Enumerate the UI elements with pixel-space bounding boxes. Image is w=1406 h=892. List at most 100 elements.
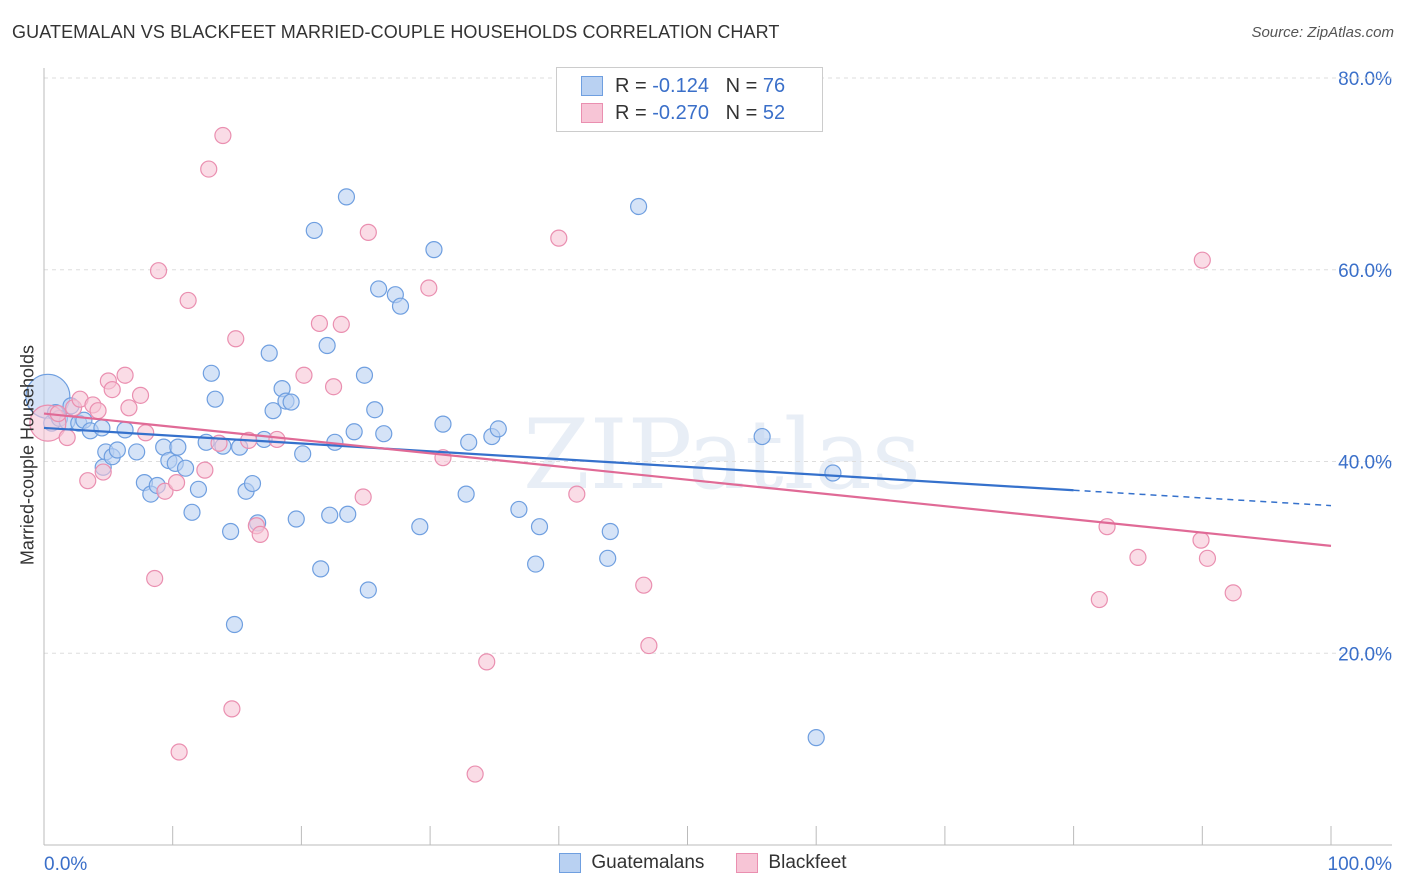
guatemalan-point bbox=[321, 506, 339, 524]
legend-swatch-pink bbox=[581, 103, 603, 123]
blackfeet-point bbox=[466, 765, 484, 783]
guatemalan-point bbox=[176, 459, 195, 477]
blackfeet-point bbox=[550, 229, 568, 247]
blackfeet-point bbox=[1192, 531, 1210, 549]
legend-swatch-blue bbox=[581, 76, 603, 96]
blackfeet-point bbox=[354, 488, 372, 506]
legend-r-label: R = bbox=[615, 74, 653, 97]
blackfeet-point bbox=[310, 314, 329, 333]
guatemalan-point bbox=[824, 464, 842, 482]
blackfeet-point bbox=[89, 402, 107, 420]
blackfeet-point bbox=[359, 223, 377, 241]
blackfeet-point bbox=[227, 330, 245, 348]
guatemalan-point bbox=[370, 280, 388, 298]
blackfeet-point bbox=[635, 576, 653, 594]
legend-n-label: N = bbox=[725, 74, 763, 97]
guatemalan-point bbox=[287, 510, 305, 528]
guatemalan-point bbox=[183, 503, 201, 521]
blackfeet-point bbox=[1193, 251, 1211, 269]
blackfeet-point bbox=[295, 366, 313, 384]
source-label: Source: ZipAtlas.com bbox=[1251, 24, 1394, 41]
blackfeet-point bbox=[58, 428, 76, 447]
legend-spacer bbox=[709, 75, 726, 98]
guatemalan-point bbox=[599, 549, 617, 567]
legend-row-blackfeet: R = -0.270 N = 52 bbox=[581, 101, 785, 125]
watermark: ZIPatlas bbox=[523, 399, 921, 511]
blackfeet-point bbox=[478, 653, 496, 671]
legend-item-blackfeet[interactable]: Blackfeet bbox=[736, 852, 847, 874]
blackfeet-point bbox=[120, 399, 138, 417]
blackfeet-point bbox=[420, 279, 438, 297]
guatemalan-point bbox=[116, 421, 134, 439]
guatemalan-point bbox=[460, 433, 478, 451]
blackfeet-point bbox=[200, 160, 218, 178]
blackfeet-point bbox=[149, 262, 168, 280]
guatemalan-point bbox=[530, 518, 549, 536]
guatemalan-point bbox=[457, 485, 475, 503]
guatemalan-trendline bbox=[43, 426, 1074, 492]
guatemalan-point bbox=[282, 393, 300, 411]
blackfeet-point bbox=[1198, 549, 1217, 567]
guatemalan-point bbox=[629, 197, 648, 216]
legend-item-guatemalans[interactable]: Guatemalans bbox=[559, 852, 704, 874]
legend-spacer bbox=[709, 102, 726, 125]
guatemalan-point bbox=[206, 390, 224, 408]
legend-n-value: 52 bbox=[762, 101, 786, 124]
guatemalan-point bbox=[753, 427, 771, 446]
guatemalan-point bbox=[355, 366, 374, 384]
guatemalan-point bbox=[510, 500, 528, 519]
guatemalan-point bbox=[527, 555, 545, 573]
blackfeet-point bbox=[167, 473, 186, 492]
guatemalan-point bbox=[264, 402, 282, 420]
legend-n-label: N = bbox=[725, 101, 763, 124]
blackfeet-point bbox=[103, 380, 121, 399]
blackfeet-point bbox=[146, 569, 164, 588]
legend-row-guatemalans: R = -0.124 N = 76 bbox=[581, 74, 785, 98]
guatemalan-point bbox=[337, 188, 356, 206]
guatemalan-point bbox=[169, 438, 187, 456]
blackfeet-point bbox=[79, 472, 97, 490]
blackfeet-point bbox=[251, 525, 269, 543]
guatemalan-point bbox=[222, 522, 240, 541]
legend-r-value: -0.270 bbox=[652, 101, 709, 124]
legend-r-value: -0.124 bbox=[652, 74, 709, 97]
guatemalan-point bbox=[345, 423, 363, 441]
legend-swatch-blue bbox=[559, 853, 582, 873]
blackfeet-point bbox=[131, 386, 150, 404]
blackfeet-point bbox=[1129, 548, 1147, 566]
guatemalan-point bbox=[243, 474, 262, 493]
guatemalan-point bbox=[189, 480, 208, 498]
guatemalan-point bbox=[425, 241, 443, 259]
blackfeet-point bbox=[156, 482, 174, 500]
y-tick-label: 80.0% bbox=[1338, 69, 1392, 90]
guatemalan-point bbox=[294, 445, 312, 463]
blackfeet-point bbox=[94, 463, 112, 481]
guatemalan-point bbox=[260, 344, 278, 362]
x-tick-label: 100.0% bbox=[1328, 854, 1393, 875]
blackfeet-point bbox=[268, 430, 286, 449]
blackfeet-point bbox=[1090, 590, 1108, 609]
blackfeet-trendline bbox=[43, 412, 1332, 547]
guatemalan-point bbox=[375, 425, 393, 443]
legend-r-label: R = bbox=[615, 101, 653, 124]
legend-label: Guatemalans bbox=[591, 852, 705, 873]
y-axis-label: Married-couple Households bbox=[17, 344, 38, 566]
guatemalan-point bbox=[807, 729, 825, 747]
guatemalan-point bbox=[391, 297, 410, 315]
blackfeet-point bbox=[223, 700, 241, 718]
guatemalan-point bbox=[128, 443, 146, 461]
guatemalan-point bbox=[339, 505, 357, 523]
guatemalan-point bbox=[312, 560, 330, 578]
guatemalan-point bbox=[225, 615, 244, 634]
guatemalan-point bbox=[489, 420, 507, 438]
guatemalan-point bbox=[202, 364, 220, 382]
blackfeet-point bbox=[324, 378, 343, 396]
chart-title: GUATEMALAN VS BLACKFEET MARRIED-COUPLE H… bbox=[12, 22, 780, 42]
guatemalan-point bbox=[93, 419, 111, 437]
blackfeet-point bbox=[1098, 518, 1116, 536]
blackfeet-point bbox=[568, 485, 586, 503]
blackfeet-point bbox=[214, 126, 232, 145]
guatemalan-point bbox=[305, 221, 323, 240]
guatemalan-point bbox=[411, 518, 429, 536]
blackfeet-point bbox=[1224, 584, 1242, 602]
